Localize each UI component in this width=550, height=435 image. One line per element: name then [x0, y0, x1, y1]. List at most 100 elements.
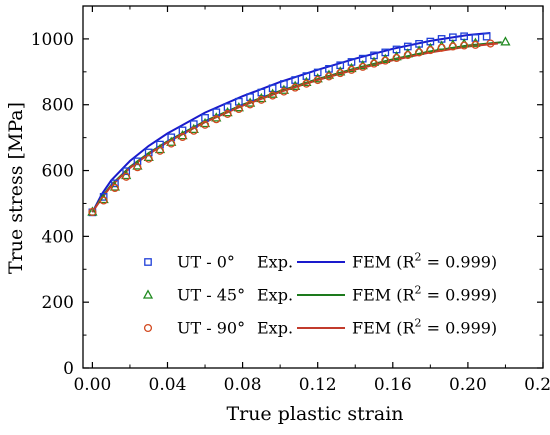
exp-point-1: [413, 45, 425, 55]
exp-point-2: [448, 42, 457, 51]
exp-point-1: [500, 36, 511, 46]
y-tick-label: 0: [63, 359, 74, 379]
x-tick-label: 0.20: [449, 375, 487, 395]
exp-point-1: [245, 97, 256, 107]
exp-point-2: [268, 91, 277, 100]
exp-point-2: [324, 72, 334, 81]
legend-exp-label: Exp.: [257, 286, 293, 305]
exp-point-1: [357, 59, 368, 70]
legend-series-name: UT - 45°: [177, 286, 245, 305]
fem-curve-2: [91, 42, 498, 213]
exp-point-2: [234, 104, 243, 114]
plot-layer: [87, 32, 511, 217]
exp-point-0: [99, 193, 108, 201]
x-axis-title: True plastic strain: [226, 403, 403, 425]
exp-point-1: [391, 51, 402, 61]
exp-point-2: [358, 62, 367, 71]
exp-point-2: [302, 79, 311, 88]
exp-point-0: [482, 32, 491, 41]
legend-fem-label: FEM (R2 = 0.999): [352, 284, 497, 305]
exp-point-2: [381, 56, 390, 65]
x-tick-label: 0.08: [224, 375, 262, 395]
exp-point-1: [199, 117, 211, 128]
x-tick-label: 0.16: [374, 375, 412, 395]
legend-exp-label: Exp.: [257, 253, 293, 272]
exp-point-2: [246, 100, 255, 109]
exp-point-2: [471, 40, 480, 49]
legend-marker-1: [142, 289, 154, 299]
exp-point-1: [188, 123, 199, 134]
y-tick-label: 200: [42, 293, 74, 313]
exp-point-1: [256, 92, 267, 103]
legend-marker-2: [143, 323, 153, 333]
exp-point-2: [257, 95, 266, 104]
legend-fem-label: FEM (R2 = 0.999): [352, 251, 497, 272]
exp-point-2: [437, 43, 446, 52]
exp-point-2: [144, 154, 153, 163]
exp-point-1: [278, 84, 289, 94]
legend-exp-label: Exp.: [257, 319, 293, 338]
exp-point-1: [132, 160, 143, 170]
exp-point-1: [301, 76, 312, 86]
exp-point-2: [178, 132, 187, 142]
x-tick-label: 0.24: [524, 375, 550, 395]
exp-point-1: [267, 88, 278, 98]
exp-point-1: [154, 143, 166, 154]
exp-point-1: [312, 73, 323, 83]
exp-point-2: [88, 207, 97, 217]
exp-point-0: [133, 157, 142, 166]
exp-point-2: [392, 53, 401, 63]
x-tick-label: 0.12: [299, 375, 337, 395]
y-axis-title: True stress [MPa]: [5, 102, 27, 274]
exp-point-2: [313, 75, 322, 85]
exp-point-0: [122, 167, 131, 176]
exp-point-2: [110, 183, 119, 193]
legend-series-name: UT - 0°: [177, 253, 235, 272]
exp-point-1: [222, 106, 233, 117]
legend: UT - 0° Exp. FEM (R2 = 0.999) UT - 45° Exp. F…: [142, 251, 497, 338]
exp-point-2: [347, 65, 356, 74]
exp-point-2: [460, 41, 469, 50]
y-tick-label: 400: [42, 227, 74, 247]
exp-point-2: [200, 120, 210, 129]
exp-point-2: [403, 50, 412, 60]
exp-point-2: [133, 163, 142, 172]
x-tick-label: 0.00: [73, 375, 111, 395]
exp-point-1: [98, 193, 109, 204]
fem-curve-0: [91, 32, 491, 213]
y-tick-label: 1000: [31, 30, 74, 50]
exp-point-2: [291, 83, 300, 92]
legend-fem-label: FEM (R2 = 0.999): [352, 317, 497, 338]
exp-point-2: [189, 126, 198, 135]
exp-point-1: [177, 130, 188, 140]
exp-point-2: [369, 59, 379, 68]
legend-marker-0: [144, 258, 152, 266]
exp-point-2: [122, 172, 131, 181]
exp-point-1: [121, 169, 132, 180]
exp-point-1: [380, 53, 391, 63]
exp-point-2: [336, 69, 345, 78]
exp-point-2: [99, 196, 108, 205]
y-tick-label: 800: [42, 96, 74, 116]
exp-point-1: [166, 136, 177, 146]
plot-frame: [82, 5, 544, 369]
axes-layer: 0.00 0.04 0.08 0.12 0.16 0.20 0.24 0 200 400 600 80…: [31, 5, 550, 395]
exp-point-0: [111, 179, 119, 188]
exp-point-2: [486, 39, 495, 48]
fem-curve-1: [91, 41, 502, 213]
exp-point-1: [368, 56, 380, 66]
y-tick-label: 600: [42, 162, 74, 182]
exp-point-1: [323, 69, 335, 79]
exp-point-2: [415, 48, 424, 57]
exp-point-1: [346, 62, 357, 73]
exp-point-2: [212, 115, 221, 124]
exp-point-2: [167, 139, 176, 148]
legend-series-name: UT - 90°: [177, 319, 245, 338]
exp-point-2: [223, 109, 232, 118]
exp-point-1: [143, 151, 154, 162]
exp-point-1: [233, 102, 244, 112]
exp-point-2: [279, 87, 288, 96]
exp-point-1: [335, 66, 346, 76]
exp-point-1: [109, 181, 121, 191]
